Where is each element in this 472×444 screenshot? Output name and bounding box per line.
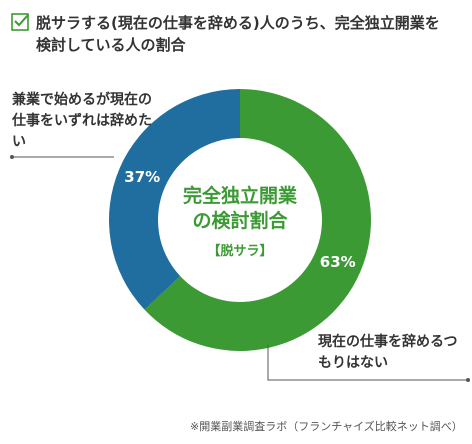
leader-dot xyxy=(466,378,470,382)
donut-segment xyxy=(109,88,240,310)
check-mark xyxy=(14,14,29,27)
check-box xyxy=(11,13,29,31)
value-label: 37% xyxy=(124,168,160,186)
category-label: 兼業で始めるが現在の仕事をいずれは辞めたい xyxy=(12,92,152,150)
center-title: 完全独立開業の検討割合 xyxy=(182,185,297,232)
center-subtitle: 【脱サラ】 xyxy=(207,244,273,259)
donut-segment xyxy=(144,89,372,351)
chart-title: 脱サラする(現在の仕事を辞める)人のうち、完全独立開業を検討している人の割合 xyxy=(36,14,440,54)
category-label: 現在の仕事を辞めるつもりはない xyxy=(318,334,458,371)
value-label: 63% xyxy=(320,253,356,271)
source: ※開業副業調査ラボ（フランチャイズ比較ネット調べ） xyxy=(190,420,463,433)
leader-line xyxy=(267,345,468,381)
